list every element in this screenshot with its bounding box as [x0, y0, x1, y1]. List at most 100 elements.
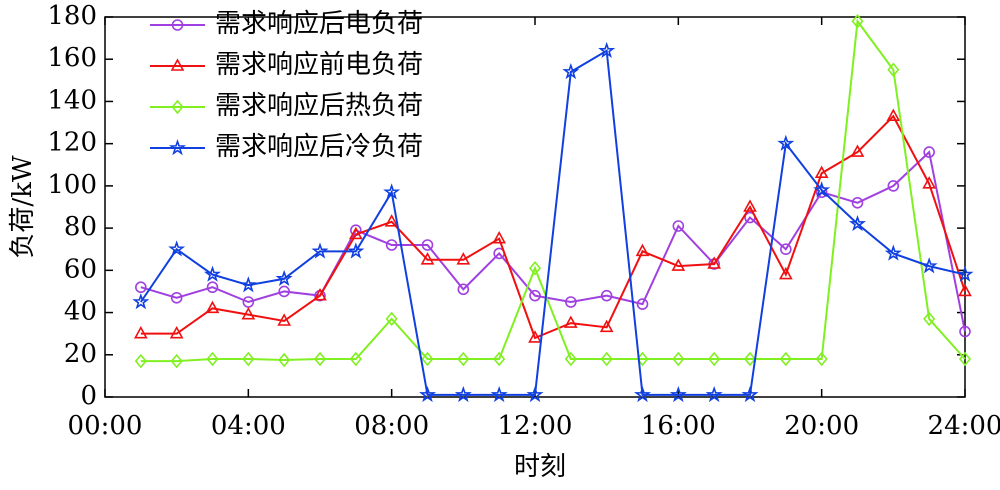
y-tick-label: 20 [64, 339, 97, 369]
series-line [140, 18, 966, 363]
data-point [778, 266, 793, 280]
data-point [384, 214, 399, 227]
data-point [277, 313, 292, 326]
data-point [600, 351, 613, 367]
x-axis-label: 时刻 [514, 452, 566, 482]
data-point [743, 199, 757, 212]
data-point [383, 183, 401, 200]
data-point [528, 260, 542, 276]
data-point [132, 293, 150, 310]
y-tick-label: 160 [47, 43, 97, 73]
data-point [920, 257, 938, 274]
data-point [634, 385, 651, 403]
series-line [140, 49, 966, 396]
data-point [635, 243, 650, 257]
data-point [421, 351, 434, 367]
y-tick-label: 120 [47, 128, 97, 158]
data-point [170, 353, 183, 369]
data-point [241, 307, 256, 320]
data-point [815, 351, 828, 367]
data-point [563, 315, 578, 328]
legend-marker [170, 58, 185, 71]
data-point [492, 231, 507, 244]
data-point [168, 240, 186, 257]
data-point [133, 326, 148, 339]
legend-label: 需求响应前电负荷 [215, 50, 423, 80]
x-tick-label: 04:00 [211, 411, 286, 441]
x-tick-label: 12:00 [498, 411, 573, 441]
data-point [204, 265, 221, 282]
data-point [850, 144, 865, 157]
data-point [708, 351, 721, 367]
data-point [636, 298, 649, 310]
data-point [743, 351, 757, 367]
data-point [671, 258, 686, 271]
data-point [777, 134, 795, 151]
legend-label: 需求响应后电负荷 [215, 9, 423, 39]
data-point [313, 288, 327, 301]
legend-marker [171, 19, 184, 31]
data-point [421, 239, 434, 251]
data-point [242, 296, 255, 308]
x-tick-label: 08:00 [354, 411, 429, 441]
y-tick-label: 60 [64, 254, 97, 284]
legend-marker [171, 99, 184, 115]
data-point [884, 244, 902, 261]
data-point [528, 330, 542, 343]
data-point [311, 242, 329, 259]
data-point [205, 300, 220, 314]
data-point [780, 243, 792, 256]
data-point [457, 351, 470, 367]
data-point [851, 13, 864, 29]
data-point [815, 186, 828, 199]
legend-label: 需求响应后热负荷 [215, 91, 423, 121]
series-line [140, 150, 966, 332]
data-point [278, 285, 290, 298]
data-point [385, 311, 398, 327]
data-point [169, 326, 184, 339]
data-point [707, 256, 722, 269]
series-line [140, 114, 966, 340]
y-tick-label: 80 [64, 212, 97, 242]
data-point [313, 351, 327, 367]
y-tick-label: 100 [47, 170, 97, 200]
data-point [565, 296, 577, 308]
data-point [348, 226, 363, 240]
data-point [490, 385, 508, 403]
data-point [958, 283, 972, 297]
data-point [349, 351, 362, 367]
data-point [420, 252, 435, 265]
data-point [814, 165, 829, 179]
data-point [419, 385, 436, 403]
data-point [923, 311, 936, 327]
y-tick-label: 0 [80, 381, 97, 411]
data-point [275, 269, 293, 287]
data-point [672, 220, 685, 232]
data-point [813, 181, 831, 198]
data-point [923, 146, 935, 158]
y-axis-label: 负荷/kW [8, 155, 38, 259]
y-tick-label: 180 [47, 1, 97, 31]
data-point [956, 265, 974, 282]
data-point [457, 283, 470, 296]
data-point [456, 252, 471, 265]
data-point [242, 351, 255, 367]
data-point [886, 108, 901, 122]
data-point [239, 276, 257, 293]
data-point [529, 289, 541, 302]
data-point [599, 319, 614, 333]
data-point [170, 291, 183, 304]
data-point [278, 352, 291, 368]
legend-label: 需求响应后冷负荷 [215, 132, 423, 162]
data-point [705, 385, 723, 403]
data-point [562, 62, 580, 80]
data-point [887, 180, 900, 192]
data-point [206, 281, 219, 294]
data-point [454, 385, 472, 403]
data-point [206, 351, 219, 367]
data-point [779, 351, 792, 367]
data-point [385, 239, 398, 251]
data-point [959, 325, 971, 338]
data-point [493, 351, 506, 367]
legend-marker [169, 139, 186, 156]
